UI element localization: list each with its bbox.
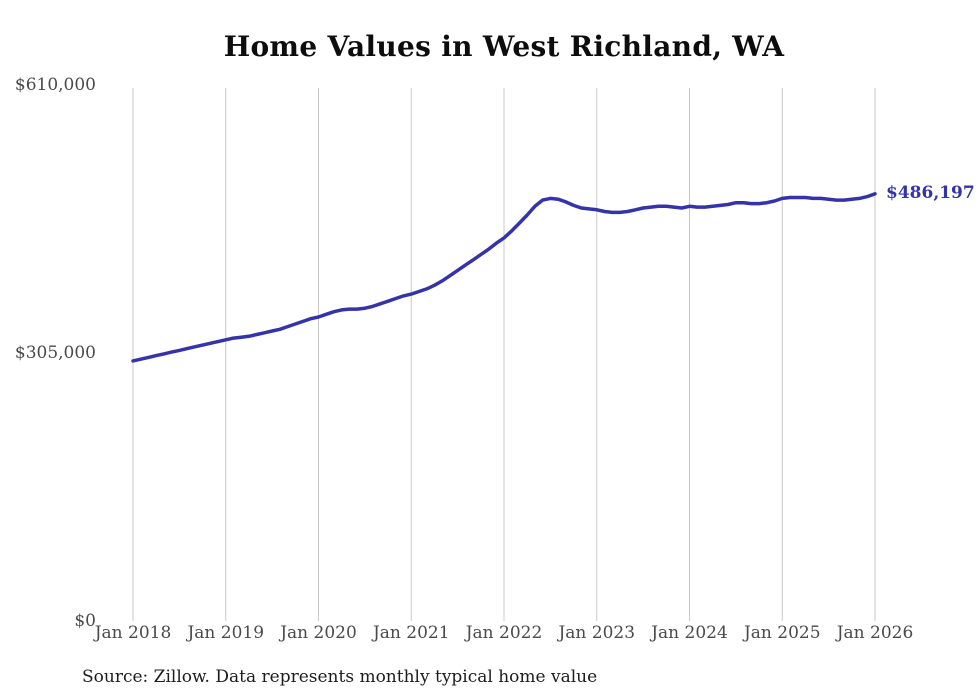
x-axis-tick-label: Jan 2023: [558, 623, 636, 643]
chart-title: Home Values in West Richland, WA: [223, 30, 785, 63]
x-axis-tick-label: Jan 2024: [651, 623, 728, 643]
x-axis: Jan 2018 Jan 2019 Jan 2020 Jan 2021 Jan 2022…: [0, 623, 980, 647]
y-axis-tick-label: $305,000: [14, 343, 96, 363]
y-axis-tick-label: $0: [74, 611, 96, 631]
latest-value-label: $486,197: [886, 182, 975, 203]
x-axis-tick-label: Jan 2026: [836, 623, 914, 643]
x-axis-tick-label: Jan 2019: [187, 623, 265, 643]
x-axis-tick-label: Jan 2025: [743, 623, 821, 643]
x-axis-tick-label: Jan 2021: [372, 623, 450, 643]
y-axis-tick-label: $610,000: [14, 75, 96, 95]
x-axis-tick-label: Jan 2022: [465, 623, 543, 643]
y-axis: $610,000 $305,000 $0: [0, 0, 100, 699]
x-axis-tick-label: Jan 2018: [94, 623, 172, 643]
source-note: Source: Zillow. Data represents monthly …: [82, 667, 598, 687]
x-axis-tick-label: Jan 2020: [280, 623, 357, 643]
home-value-line: [131, 192, 877, 363]
